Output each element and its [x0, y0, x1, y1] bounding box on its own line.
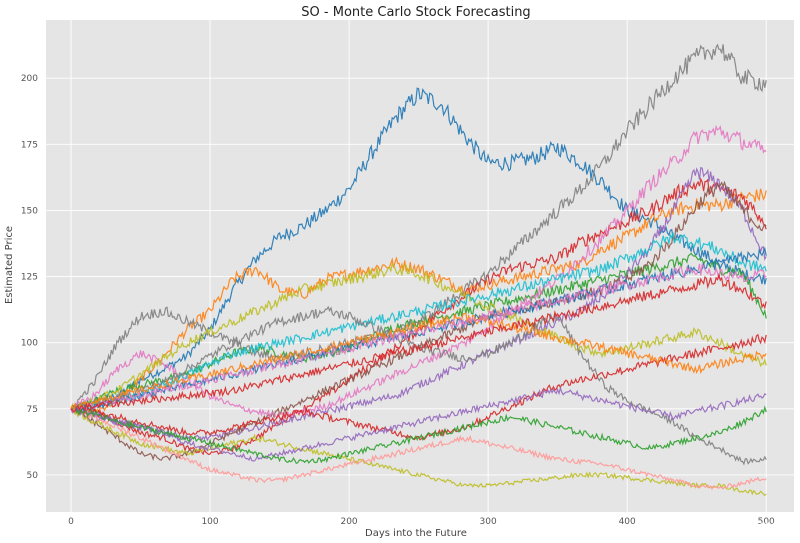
x-tick-label: 0 [68, 517, 74, 527]
y-tick-label: 200 [21, 74, 38, 84]
series-line [70, 262, 767, 414]
series-line [70, 252, 767, 410]
y-tick-label: 125 [21, 273, 38, 283]
series-lines [70, 43, 767, 496]
series-line [70, 43, 767, 410]
series-line [70, 232, 767, 412]
chart-title: SO - Monte Carlo Stock Forecasting [301, 5, 530, 20]
series-line [70, 405, 767, 465]
series-line [70, 272, 767, 413]
series-line [70, 408, 767, 496]
watermark-url: www.kzpphp.online [710, 534, 798, 543]
y-tick-label: 50 [27, 471, 39, 481]
series-line [70, 166, 767, 443]
y-tick-label: 100 [21, 339, 38, 349]
series-line [70, 188, 767, 416]
y-axis-label: Estimated Price [4, 226, 15, 304]
watermark-text: CSDN @卖山楂呀prss [645, 519, 779, 534]
x-tick-labels: 0 100 200 300 400 500 [68, 517, 775, 527]
series-line [70, 261, 767, 413]
x-axis-label: Days into the Future [365, 528, 467, 539]
y-tick-label: 150 [21, 206, 38, 216]
y-tick-labels: 50 75 100 125 150 175 200 [21, 74, 38, 481]
series-line [70, 87, 767, 411]
x-tick-label: 300 [480, 517, 497, 527]
x-tick-label: 100 [201, 517, 218, 527]
x-tick-label: 500 [758, 517, 775, 527]
x-tick-label: 400 [619, 517, 636, 527]
x-tick-label: 200 [340, 517, 357, 527]
series-line [70, 386, 767, 462]
y-tick-label: 175 [21, 140, 38, 150]
series-line [70, 404, 767, 491]
y-tick-label: 75 [27, 405, 38, 415]
